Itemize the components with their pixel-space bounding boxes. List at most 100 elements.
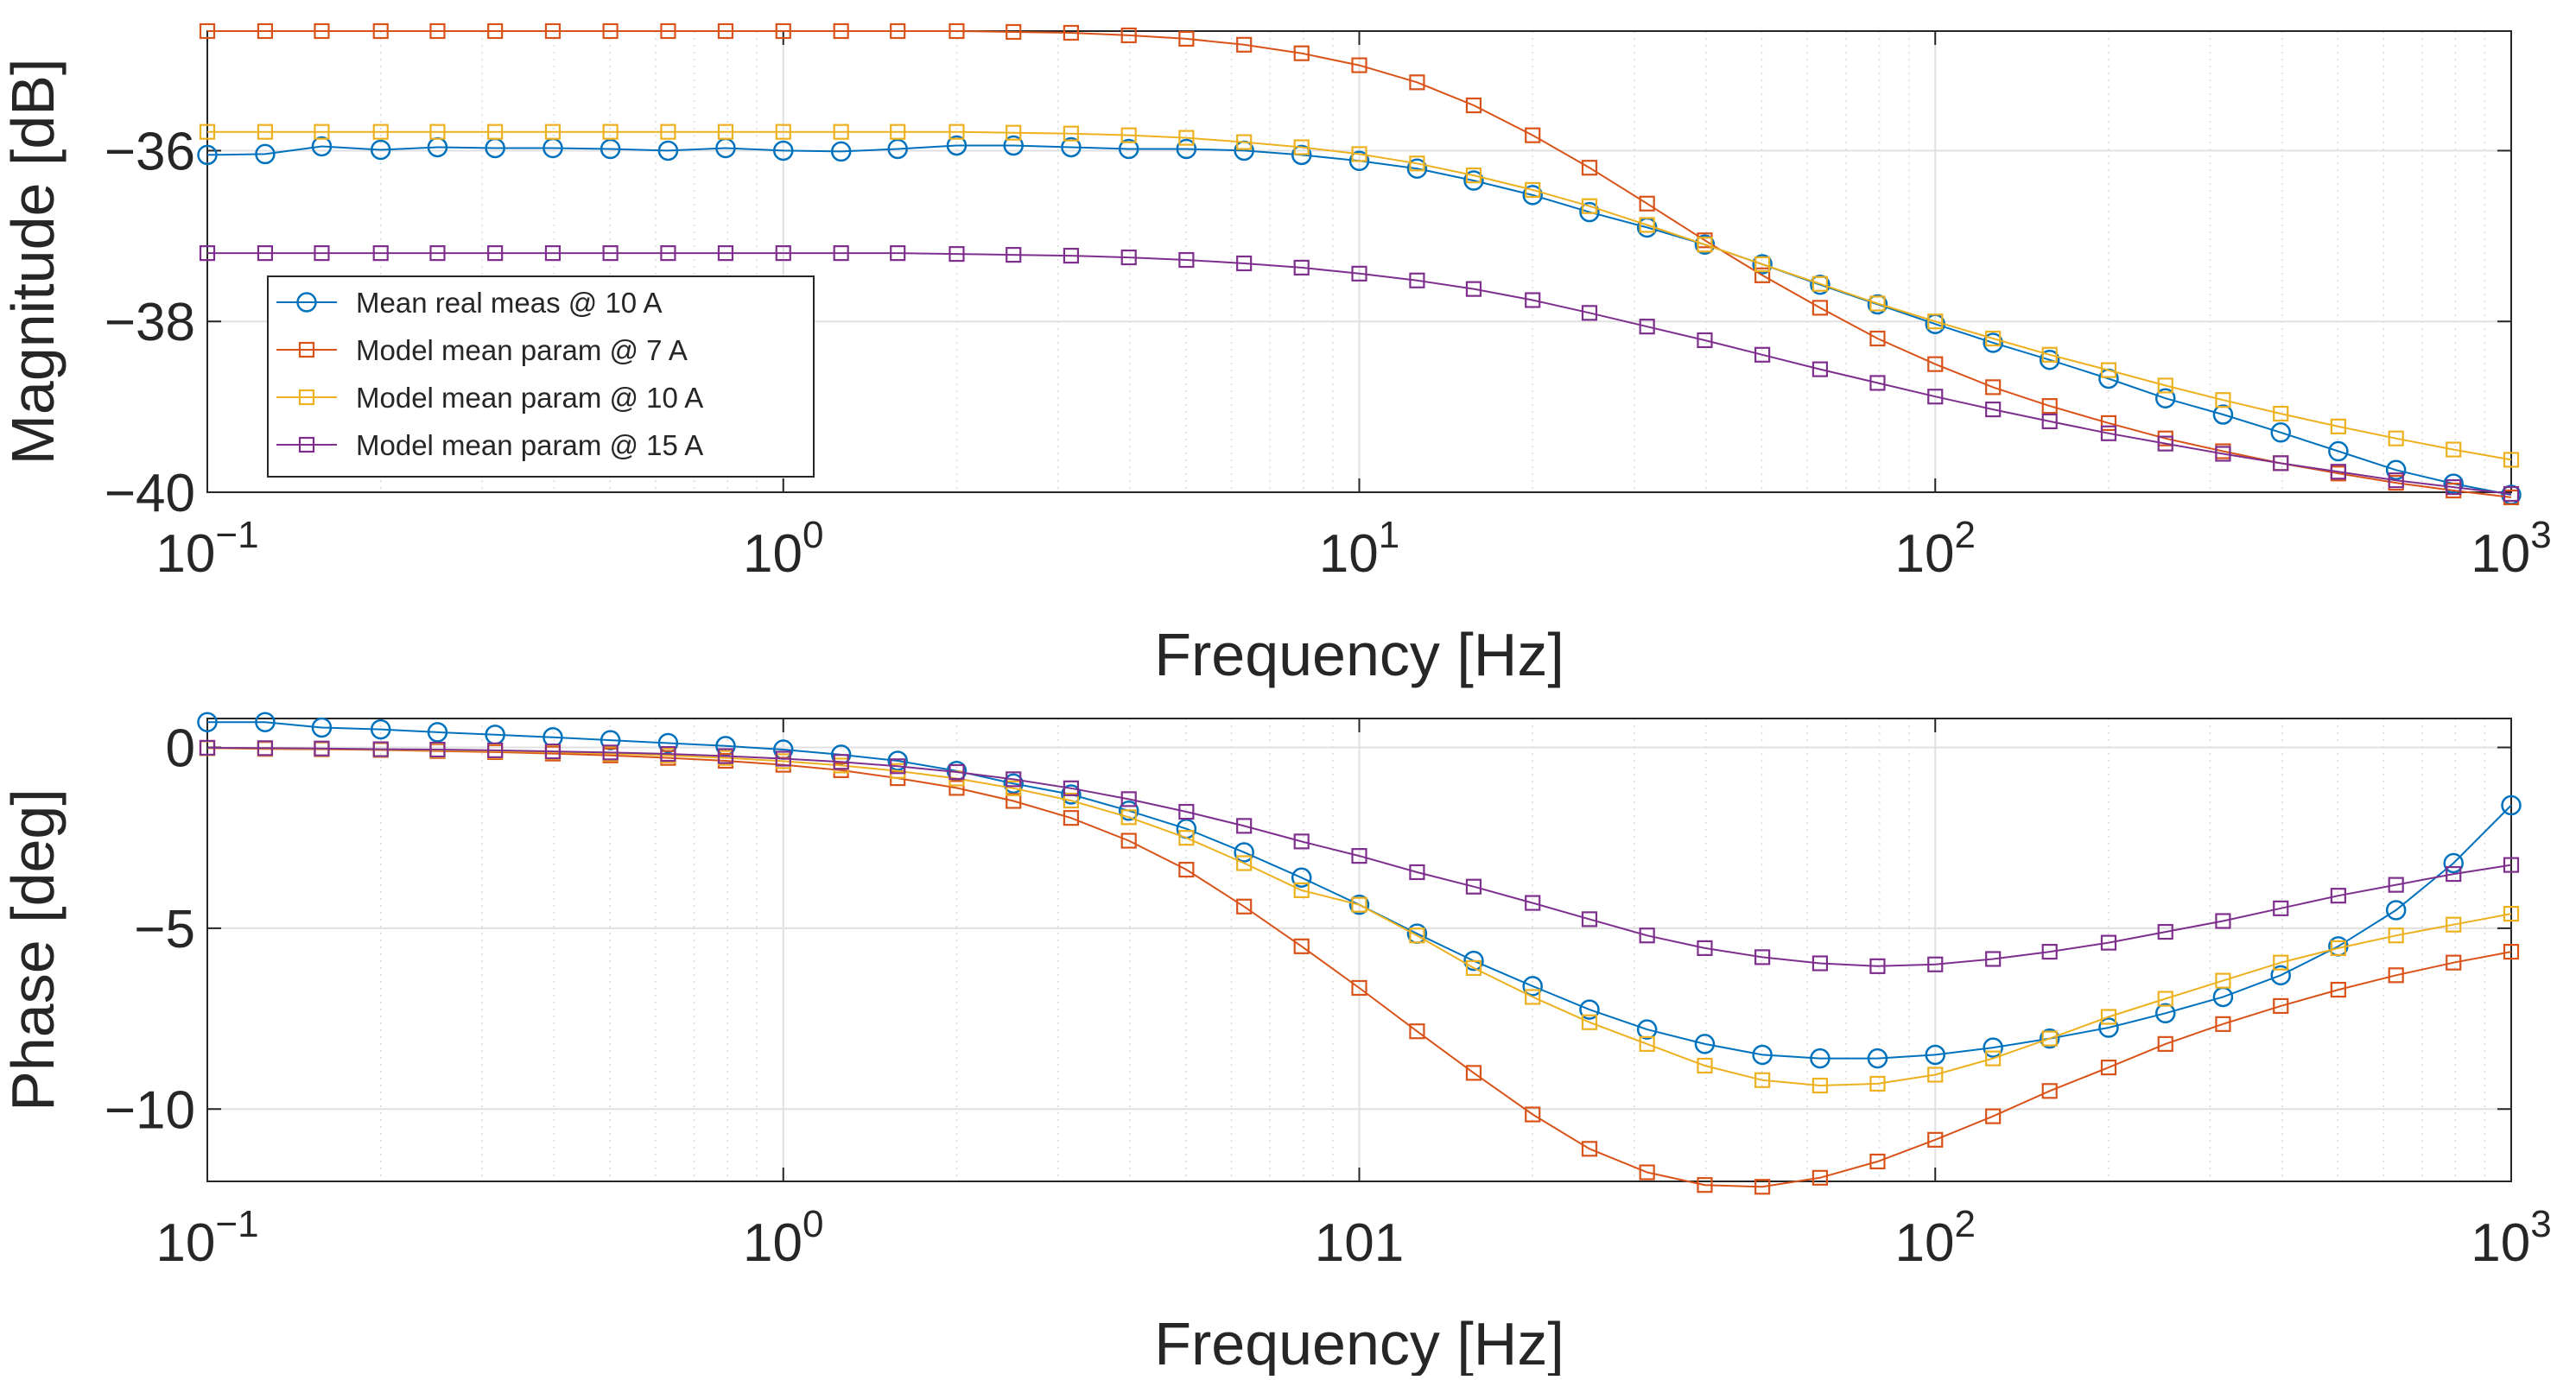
phase-data-point bbox=[1236, 898, 1253, 915]
phase-data-point bbox=[660, 745, 676, 763]
phase-data-point bbox=[2503, 857, 2520, 873]
magnitude-data-point bbox=[1351, 265, 1367, 282]
legend: Mean real meas @ 10 A Model mean param @ … bbox=[267, 275, 815, 478]
phase-data-point bbox=[2446, 954, 2462, 971]
magnitude-data-point bbox=[1236, 134, 1253, 150]
magnitude-data-point bbox=[775, 22, 791, 40]
phase-data-point bbox=[2215, 913, 2231, 929]
phase-data-point bbox=[1178, 830, 1195, 846]
phase-data-point bbox=[1985, 951, 2002, 967]
phase-data-point bbox=[257, 740, 274, 756]
legend-label: Mean real meas @ 10 A bbox=[356, 287, 663, 319]
magnitude-data-point bbox=[1406, 158, 1428, 179]
phase-series-line bbox=[206, 747, 2512, 1188]
magnitude-data-point bbox=[1752, 254, 1773, 275]
magnitude-data-point bbox=[1985, 330, 2002, 347]
magnitude-data-point bbox=[1869, 375, 1886, 391]
magnitude-data-point bbox=[1525, 181, 1541, 199]
phase-data-point bbox=[372, 741, 389, 757]
magnitude-data-point bbox=[2273, 455, 2289, 472]
phase-data-point bbox=[1985, 1050, 2002, 1067]
magnitude-data-point bbox=[1006, 124, 1022, 141]
phase-data-point bbox=[1754, 1072, 1771, 1088]
magnitude-data-point bbox=[487, 245, 504, 262]
legend-label: Model mean param @ 10 A bbox=[356, 382, 703, 414]
phase-data-point bbox=[1639, 1164, 1655, 1181]
magnitude-y-tick-label: −36 bbox=[105, 122, 195, 181]
magnitude-data-point bbox=[2100, 425, 2117, 441]
magnitude-data-point bbox=[544, 123, 562, 140]
phase-data-point bbox=[1525, 989, 1541, 1005]
phase-data-point bbox=[370, 718, 391, 740]
phase-data-point bbox=[1063, 792, 1080, 809]
magnitude-data-point bbox=[2215, 446, 2231, 462]
magnitude-data-point bbox=[1006, 23, 1022, 41]
phase-data-point bbox=[2446, 865, 2462, 883]
phase-data-point bbox=[2270, 965, 2291, 986]
phase-data-point bbox=[1006, 780, 1022, 796]
phase-data-point bbox=[2503, 943, 2520, 960]
magnitude-data-point bbox=[2388, 430, 2404, 446]
magnitude-data-point bbox=[717, 245, 734, 262]
phase-data-point bbox=[2330, 981, 2346, 998]
magnitude-data-point bbox=[773, 140, 794, 161]
phase-data-point bbox=[1465, 878, 1482, 895]
magnitude-data-point bbox=[1409, 74, 1425, 91]
magnitude-data-point bbox=[1351, 146, 1367, 162]
magnitude-data-point bbox=[2157, 377, 2173, 394]
magnitude-data-point bbox=[2330, 464, 2346, 480]
magnitude-data-point bbox=[1178, 30, 1195, 47]
magnitude-data-point bbox=[429, 245, 446, 262]
phase-data-point bbox=[1869, 1075, 1886, 1092]
phase-data-point bbox=[429, 741, 446, 758]
magnitude-data-point bbox=[487, 123, 504, 140]
magnitude-data-point bbox=[1869, 295, 1886, 312]
magnitude-data-point bbox=[1176, 138, 1197, 160]
magnitude-data-point bbox=[830, 141, 852, 162]
phase-data-point bbox=[1063, 810, 1080, 826]
phase-data-point bbox=[1120, 791, 1137, 807]
magnitude-axes-box bbox=[206, 30, 2512, 493]
phase-data-point bbox=[1293, 938, 1310, 954]
magnitude-data-point bbox=[602, 123, 619, 140]
magnitude-data-point bbox=[1465, 97, 1482, 114]
phase-data-point bbox=[715, 736, 736, 756]
magnitude-data-point bbox=[1581, 305, 1598, 321]
magnitude-data-point bbox=[372, 22, 389, 40]
magnitude-x-tick-label: 100 bbox=[743, 514, 823, 584]
phase-x-tick-label: 100 bbox=[743, 1203, 823, 1273]
phase-data-point bbox=[2503, 906, 2520, 922]
magnitude-data-point bbox=[1811, 300, 1829, 316]
magnitude-data-point bbox=[429, 22, 446, 40]
legend-marker-swatch bbox=[298, 436, 315, 453]
phase-data-point bbox=[2100, 934, 2117, 951]
phase-data-point bbox=[2039, 1028, 2060, 1049]
phase-y-tick-label: 0 bbox=[166, 719, 195, 779]
magnitude-data-point bbox=[199, 245, 216, 262]
magnitude-data-point bbox=[2273, 405, 2289, 422]
magnitude-data-point bbox=[1120, 127, 1137, 143]
phase-data-point bbox=[1927, 956, 1944, 972]
magnitude-data-point bbox=[2212, 404, 2234, 425]
magnitude-data-point bbox=[1754, 346, 1771, 363]
magnitude-x-tick-label: 102 bbox=[1895, 514, 1976, 584]
phase-data-point bbox=[1985, 1108, 2002, 1124]
phase-data-point bbox=[1867, 1048, 1888, 1069]
phase-data-point bbox=[1465, 1065, 1482, 1081]
magnitude-data-point bbox=[717, 22, 734, 40]
magnitude-data-point bbox=[1061, 136, 1082, 158]
magnitude-data-point bbox=[1579, 201, 1600, 223]
magnitude-data-point bbox=[429, 123, 446, 140]
phase-data-point bbox=[1581, 911, 1598, 927]
magnitude-data-point bbox=[372, 245, 389, 262]
magnitude-data-point bbox=[1754, 267, 1771, 283]
magnitude-data-point bbox=[2154, 388, 2176, 408]
phase-data-point bbox=[2215, 972, 2231, 989]
phase-data-point bbox=[602, 744, 619, 761]
magnitude-data-point bbox=[1465, 168, 1482, 184]
magnitude-data-point bbox=[657, 140, 679, 161]
magnitude-data-point bbox=[1694, 234, 1716, 255]
phase-data-point bbox=[1291, 867, 1312, 888]
phase-data-point bbox=[775, 750, 791, 767]
phase-data-point bbox=[1409, 864, 1425, 881]
